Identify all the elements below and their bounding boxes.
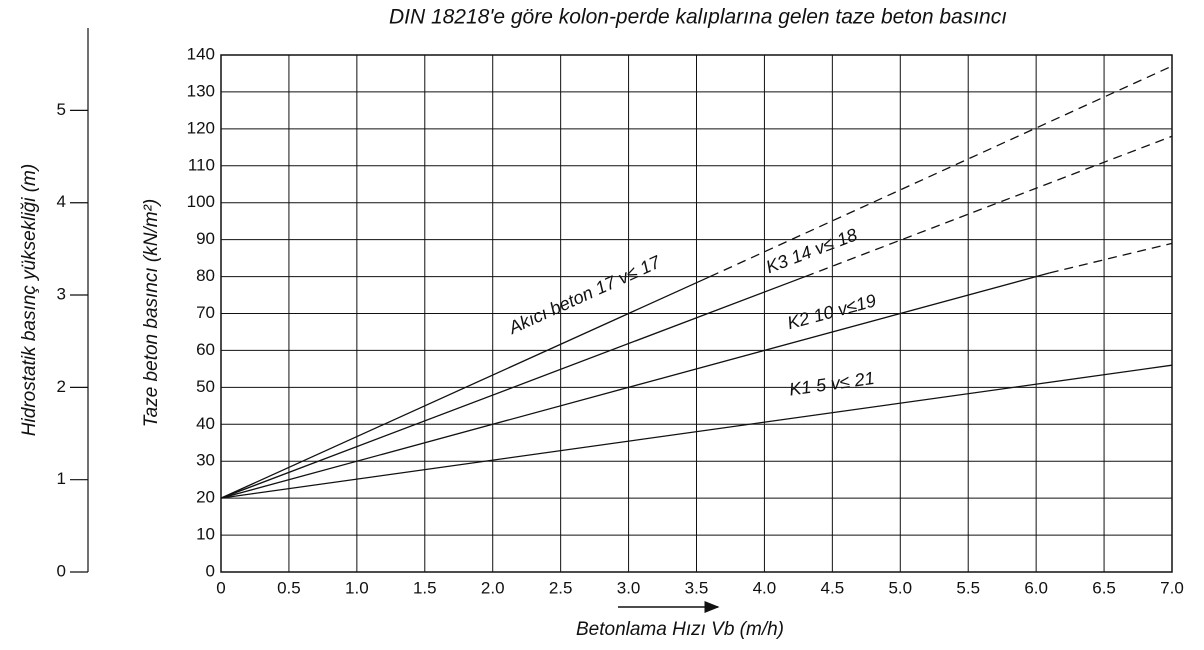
line-segment <box>220 364 1173 499</box>
line-label: Akıcı beton 17 v≤ 17 <box>505 251 664 338</box>
x-tick-label: 5.5 <box>956 578 980 597</box>
y-tick-label: 50 <box>196 377 215 396</box>
y-tick-label: 10 <box>196 525 215 544</box>
y-axis-title: Taze beton basıncı (kN/m²) <box>141 199 162 427</box>
y-tick-label: 0 <box>206 561 215 580</box>
y2-axis-title: Hidrostatik basınç yüksekliği (m) <box>19 164 40 436</box>
y2-tick-label: 4 <box>57 192 66 211</box>
y-tick-label: 110 <box>188 155 215 174</box>
x-tick-label: 6.0 <box>1024 578 1048 597</box>
x-tick-label: 0.5 <box>277 578 301 597</box>
x-tick-label: 1.5 <box>413 578 437 597</box>
x-tick-label: 3.5 <box>685 578 709 597</box>
y-tick-label: 30 <box>196 451 215 470</box>
x-tick-label: 2.5 <box>549 578 573 597</box>
x-tick-label: 2.0 <box>481 578 505 597</box>
x-tick-label: 4.5 <box>821 578 845 597</box>
x-tick-label: 6.5 <box>1092 578 1116 597</box>
x-axis-title: Betonlama Hızı Vb (m/h) <box>576 619 784 640</box>
y-tick-label: 100 <box>187 192 215 211</box>
line-label: K2 10 v≤19 <box>785 290 878 333</box>
x-tick-label: 5.0 <box>888 578 912 597</box>
x-tick-label: 3.0 <box>617 578 641 597</box>
y-tick-label: 130 <box>187 81 215 100</box>
x-tick-label: 4.0 <box>753 578 777 597</box>
y-tick-label: 20 <box>196 488 215 507</box>
y-tick-label: 70 <box>196 303 215 322</box>
x-tick-label: 1.0 <box>345 578 369 597</box>
y2-tick-label: 5 <box>57 100 66 119</box>
y2-tick-label: 0 <box>57 561 66 580</box>
y2-tick-label: 2 <box>57 377 66 396</box>
plot-frame <box>220 54 1173 573</box>
y-tick-label: 80 <box>196 266 215 285</box>
chart-title: DIN 18218'e göre kolon-perde kalıplarına… <box>389 6 1007 29</box>
y-tick-label: 120 <box>187 118 215 137</box>
line-segment <box>220 272 1050 499</box>
line-segment <box>220 275 711 499</box>
x-tick-label: 7.0 <box>1160 578 1184 597</box>
line-segment <box>220 275 806 499</box>
line-segment <box>1049 242 1173 274</box>
y-tick-label: 40 <box>196 414 215 433</box>
line-label: K1 5 v≤ 21 <box>788 368 876 400</box>
y-tick-label: 60 <box>196 340 215 359</box>
line-segment <box>709 65 1173 278</box>
x-tick-label: 0 <box>216 578 225 597</box>
line-label: K3 14 v≤ 18 <box>763 224 860 277</box>
y2-tick-label: 3 <box>57 285 66 304</box>
line-segment <box>804 135 1173 278</box>
y-tick-label: 140 <box>187 44 215 63</box>
y2-tick-label: 1 <box>57 469 66 488</box>
y-tick-label: 90 <box>196 229 215 248</box>
